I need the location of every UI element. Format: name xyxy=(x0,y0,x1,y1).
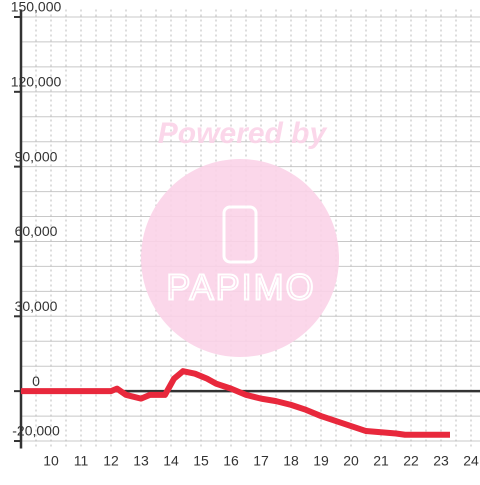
x-tick-label: 22 xyxy=(403,453,419,469)
x-tick-label: 13 xyxy=(133,453,149,469)
x-tick-label: 16 xyxy=(223,453,239,469)
y-tick-label: 0 xyxy=(32,373,40,389)
x-tick-label: 15 xyxy=(193,453,209,469)
y-tick-label: 30,000 xyxy=(15,298,58,314)
watermark-circle xyxy=(141,159,339,357)
x-tick-label: 21 xyxy=(373,453,389,469)
watermark-text: Powered by xyxy=(158,117,328,150)
y-tick-label: 120,000 xyxy=(11,74,62,90)
x-tick-label: 12 xyxy=(103,453,119,469)
watermark-phone xyxy=(222,205,258,264)
x-tick-label: 18 xyxy=(283,453,299,469)
x-tick-label: 10 xyxy=(43,453,59,469)
y-tick-label: -20,000 xyxy=(12,423,60,439)
x-tick-label: 23 xyxy=(433,453,449,469)
x-tick-label: 17 xyxy=(253,453,269,469)
y-tick-label: 90,000 xyxy=(15,148,58,164)
x-tick-label: 19 xyxy=(313,453,329,469)
x-tick-label: 11 xyxy=(74,453,89,469)
x-tick-label: 20 xyxy=(343,453,359,469)
x-tick-label: 24 xyxy=(463,453,479,469)
background xyxy=(21,9,480,449)
foreground: -20,000 0 30,000 60,000 90,000 120,000 150,000… xyxy=(11,0,480,469)
y-tick-label: 150,000 xyxy=(11,0,62,15)
data-line xyxy=(21,368,450,438)
y-tick-label: 60,000 xyxy=(15,223,58,239)
x-tick-label: 14 xyxy=(163,453,179,469)
watermark-logo: PAPIMO xyxy=(166,267,315,308)
watermark: Powered by PAPIMO xyxy=(141,117,339,357)
